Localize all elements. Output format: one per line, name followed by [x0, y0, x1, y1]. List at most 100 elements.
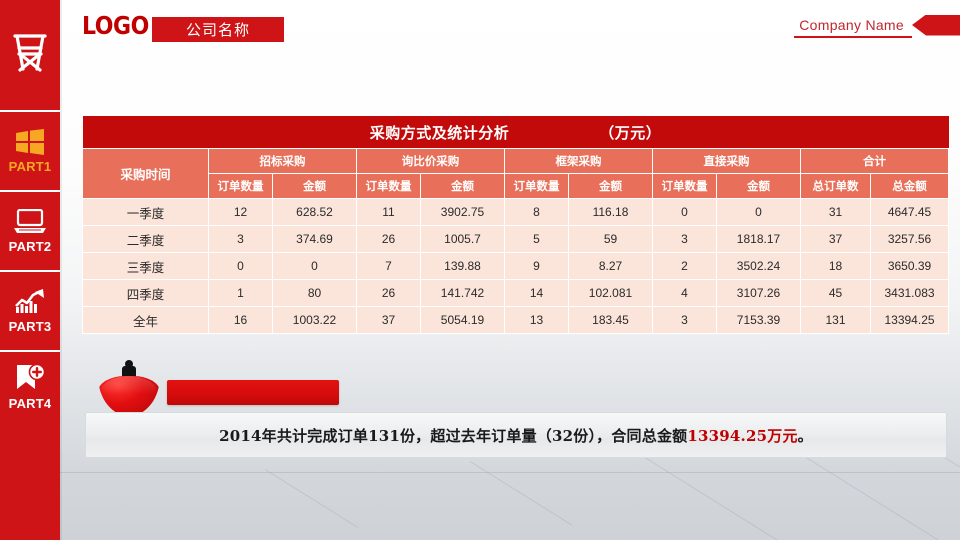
bookmark-plus-icon: [15, 363, 46, 392]
company-name-underline: [794, 36, 912, 38]
row-period: 四季度: [82, 279, 209, 307]
row-cell: 131: [800, 306, 871, 334]
sidebar-item-label: PART1: [8, 158, 52, 174]
podium-person-body: [122, 366, 136, 379]
row-cell: 0: [208, 252, 273, 280]
sidebar-item-label: PART3: [8, 318, 52, 334]
row-cell: 139.88: [420, 252, 505, 280]
row-cell: 1005.7: [420, 225, 505, 253]
row-cell: 183.45: [568, 306, 653, 334]
row-cell: 141.742: [420, 279, 505, 307]
header-sub-0-1: 金额: [272, 173, 357, 199]
row-cell: 7: [356, 252, 421, 280]
background-diagonal-line: [470, 461, 573, 526]
row-cell: 26: [356, 279, 421, 307]
row-cell: 8: [504, 198, 569, 226]
header-sub-3-1: 金额: [716, 173, 801, 199]
row-cell: 374.69: [272, 225, 357, 253]
row-cell: 4647.45: [869, 198, 950, 226]
header-sub-1-0: 订单数量: [356, 173, 421, 199]
row-cell: 31: [800, 198, 871, 226]
company-name-text: Company Name: [799, 17, 904, 33]
table-body: 一季度 12 628.52 11 3902.75 8 116.18 0 0 31…: [82, 198, 950, 334]
table-header-row-groups: 采购时间 招标采购 询比价采购 框架采购 直接采购 合计: [82, 148, 950, 199]
podium-person-head: [125, 360, 133, 368]
row-cell: 14: [504, 279, 569, 307]
table-row: 三季度 0 0 7 139.88 9 8.27 2 3502.24 18 365…: [82, 252, 950, 280]
procurement-table: 采购方式及统计分析 （万元） 采购时间 招标采购 询比价采购 框架采购 直接采购…: [82, 116, 950, 334]
summary-text-before: 2014年共计完成订单131份，超过去年订单量（32份），合同总金额: [219, 426, 688, 445]
row-cell: 3902.75: [420, 198, 505, 226]
growth-chart-icon: [14, 288, 46, 315]
sidebar-item-home[interactable]: [0, 0, 60, 110]
summary-box: 2014年共计完成订单131份，超过去年订单量（32份），合同总金额13394.…: [85, 412, 947, 458]
header-group-0: 招标采购: [208, 148, 357, 174]
row-cell: 59: [568, 225, 653, 253]
row-cell: 26: [356, 225, 421, 253]
row-cell: 12: [208, 198, 273, 226]
header-sub-3-0: 订单数量: [652, 173, 717, 199]
sidebar-item-part3[interactable]: PART3: [0, 270, 60, 350]
row-cell: 3650.39: [869, 252, 950, 280]
logo: LOGO: [82, 11, 149, 40]
row-period: 全年: [82, 306, 209, 334]
row-cell: 102.081: [568, 279, 653, 307]
row-cell: 0: [652, 198, 717, 226]
sidebar: PART1 PART2: [0, 0, 60, 540]
sidebar-item-part4[interactable]: PART4: [0, 350, 60, 540]
row-cell: 11: [356, 198, 421, 226]
row-cell: 37: [800, 225, 871, 253]
header-period: 采购时间: [82, 148, 209, 199]
table-row: 四季度 1 80 26 141.742 14 102.081 4 3107.26…: [82, 279, 950, 307]
row-cell: 3: [208, 225, 273, 253]
background-horizontal-line: [60, 472, 960, 473]
row-cell: 3: [652, 225, 717, 253]
arrow-tag-icon: [912, 14, 960, 36]
sidebar-item-label: PART4: [8, 396, 52, 411]
company-name-box-label: 公司名称: [185, 21, 250, 39]
podium-dome-highlight: [100, 376, 158, 412]
row-cell: 0: [272, 252, 357, 280]
header-sub-4-1: 总金额: [869, 173, 950, 199]
table-header-row-subs: 订单数量 金额 订单数量 金额 订单数量 金额 订单数量 金额 总订单数 总金额: [83, 173, 950, 199]
table-title: 采购方式及统计分析: [369, 123, 510, 142]
summary-text-after: 。: [797, 426, 813, 445]
sidebar-item-label: PART2: [8, 238, 52, 254]
row-cell: 13: [504, 306, 569, 334]
summary-text: 2014年共计完成订单131份，超过去年订单量（32份），合同总金额13394.…: [219, 425, 813, 446]
header-sub-2-0: 订单数量: [504, 173, 569, 199]
windows-logo-icon: [16, 128, 44, 155]
sidebar-edge-shadow: [60, 0, 62, 540]
table-row: 一季度 12 628.52 11 3902.75 8 116.18 0 0 31…: [82, 198, 950, 226]
background-diagonal-line: [790, 447, 944, 540]
row-cell: 5: [504, 225, 569, 253]
header-sub-0-0: 订单数量: [208, 173, 273, 199]
sidebar-item-part2[interactable]: PART2: [0, 190, 60, 270]
sidebar-item-part1[interactable]: PART1: [0, 110, 60, 190]
header-group-3: 直接采购: [652, 148, 801, 174]
row-cell: 45: [800, 279, 871, 307]
row-cell: 80: [272, 279, 357, 307]
row-cell: 37: [356, 306, 421, 334]
table-row: 全年 16 1003.22 37 5054.19 13 183.45 3 715…: [82, 306, 950, 334]
background-diagonal-line: [265, 469, 359, 529]
row-cell: 5054.19: [420, 306, 505, 334]
table-title-bar: 采购方式及统计分析 （万元）: [82, 116, 949, 149]
table-row: 二季度 3 374.69 26 1005.7 5 59 3 1818.17 37…: [82, 225, 950, 253]
row-cell: 7153.39: [716, 306, 801, 334]
summary-highlight: 13394.25万元: [687, 426, 798, 445]
background-diagonal-line: [640, 454, 794, 540]
row-cell: 3257.56: [869, 225, 950, 253]
row-cell: 3502.24: [716, 252, 801, 280]
row-cell: 4: [652, 279, 717, 307]
row-cell: 18: [800, 252, 871, 280]
row-period: 一季度: [82, 198, 209, 226]
row-cell: 3: [652, 306, 717, 334]
row-cell: 8.27: [568, 252, 653, 280]
podium-figure-icon: [98, 360, 160, 416]
header-group-2: 框架采购: [504, 148, 653, 174]
row-cell: 628.52: [272, 198, 357, 226]
row-cell: 1003.22: [272, 306, 357, 334]
row-cell: 16: [208, 306, 273, 334]
